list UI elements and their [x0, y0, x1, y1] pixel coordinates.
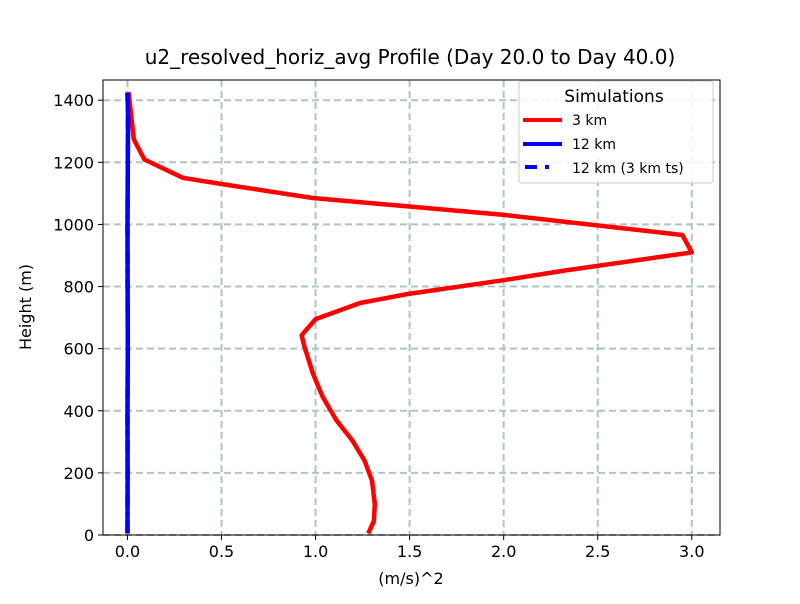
legend-title: Simulations: [564, 87, 664, 107]
y-tick-label: 800: [63, 278, 94, 297]
legend: Simulations 3 km 12 km 12 km (3 km ts): [518, 80, 714, 184]
y-tick-label: 1200: [53, 153, 94, 172]
y-tick-label: 1000: [53, 215, 94, 234]
x-tick-label: 0.0: [115, 542, 140, 561]
x-tick-label: 2.5: [585, 542, 610, 561]
series-lines: [125, 92, 695, 535]
x-tick-label: 3.0: [679, 542, 704, 561]
legend-label-12km-3kmts: 12 km (3 km ts): [572, 161, 684, 177]
y-tick-label: 400: [63, 402, 94, 421]
y-axis-label: Height (m): [16, 264, 35, 350]
y-tick-label: 0: [84, 526, 94, 545]
y-tick-label: 600: [63, 340, 94, 359]
legend-label-3km: 3 km: [572, 113, 607, 129]
y-axis-ticks: 0 200 400 600 800 1000 1200 1400: [53, 91, 103, 545]
chart-title: u2_resolved_horiz_avg Profile (Day 20.0 …: [145, 45, 676, 69]
legend-label-12km: 12 km: [572, 137, 616, 153]
plot-frame: [102, 79, 721, 536]
x-tick-label: 1.0: [303, 542, 328, 561]
y-tick-label: 1400: [53, 91, 94, 110]
x-axis-label: (m/s)^2: [378, 569, 443, 588]
x-tick-label: 0.5: [209, 542, 234, 561]
x-tick-label: 1.5: [397, 542, 422, 561]
legend-box: [518, 80, 714, 184]
grid: [103, 80, 720, 536]
series-line-3-km: [126, 92, 695, 535]
series-line-12-km-3-km-ts-: [125, 92, 131, 534]
y-tick-label: 200: [63, 464, 94, 483]
x-axis-ticks: 0.0 0.5 1.0 1.5 2.0 2.5 3.0: [115, 535, 705, 561]
x-tick-label: 2.0: [491, 542, 516, 561]
